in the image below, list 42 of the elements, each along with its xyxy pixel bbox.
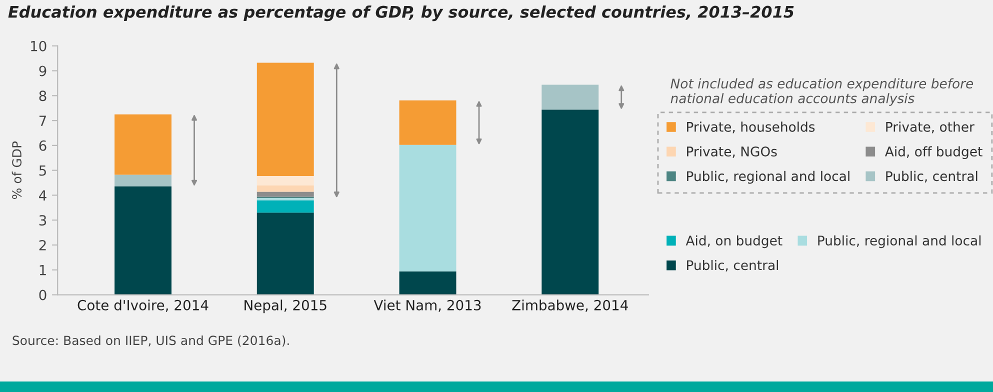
y-axis-title: % of GDP [12,141,22,199]
bar [114,174,172,186]
y-tick-label: 9 [39,66,46,76]
chart-title: Education expenditure as percentage of GDP, by source, selected countries, 2013–2015 [8,6,794,22]
legend-label: Public, central [687,260,778,272]
bar [399,144,456,272]
y-tick-label: 3 [39,215,46,226]
bar [256,200,314,213]
bar [256,186,314,192]
y-tick-label: 4 [39,190,46,200]
x-tick-label: Cote d'Ivoire, 2014 [78,300,208,312]
legend-label: Aid, on budget [686,235,782,248]
bar [256,212,314,295]
bar [114,186,172,295]
bar [399,100,456,145]
legend-label: Private, households [687,122,815,134]
x-tick-label: Nepal, 2015 [244,300,326,314]
bar [256,192,314,197]
legend-label: Public, central [886,170,978,182]
bar [399,271,456,295]
y-tick-label: 2 [39,240,46,250]
x-tick-label: Zimbabwe, 2014 [512,300,628,312]
bar [542,110,599,295]
legend-label: Public, regional and local [818,235,981,248]
y-tick-label: 0 [39,290,46,300]
y-tick-label: 10 [31,40,46,52]
legend-label: Public, regional and local [687,170,850,184]
legend-label: Private, NGOs [687,146,777,158]
legend-label: Aid, off budget [885,146,982,160]
y-tick-label: 6 [39,140,46,151]
y-tick-label: 5 [39,165,46,176]
x-tick-label: Viet Nam, 2013 [374,300,481,312]
bar [114,114,172,175]
legend-title: Not included as education expenditure before national education accounts analysis [670,78,974,106]
source-note: Source: Based on IIEP, UIS and GPE (2016a). [12,335,289,347]
legend-label: Private, other [886,122,974,134]
y-tick-label: 8 [39,90,46,102]
y-tick-label: 1 [40,265,46,276]
bar [542,84,599,110]
y-tick-label: 7 [39,116,46,126]
bar [256,176,314,186]
bar [256,62,314,176]
